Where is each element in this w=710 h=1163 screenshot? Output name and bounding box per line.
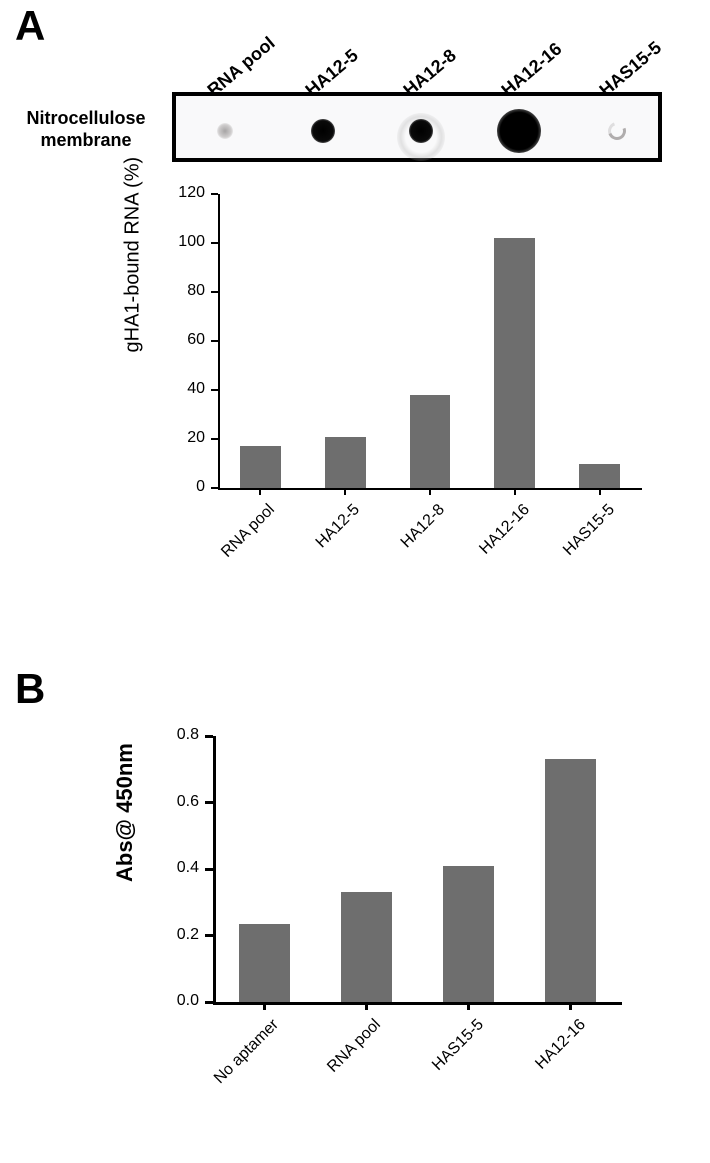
category-label: RNA pool (196, 501, 279, 584)
y-tick-label: 0.2 (155, 926, 199, 944)
y-axis (213, 736, 216, 1002)
y-tick (205, 735, 213, 738)
y-axis-title: Abs@ 450nm (112, 858, 138, 882)
y-tick (211, 389, 218, 391)
blot-dot (217, 123, 233, 139)
y-tick (211, 487, 218, 489)
blot-box (172, 92, 662, 162)
y-tick (211, 438, 218, 440)
bar (239, 924, 290, 1002)
x-tick (514, 488, 516, 495)
y-tick-label: 0.6 (155, 793, 199, 811)
y-tick (211, 242, 218, 244)
x-axis (213, 1002, 622, 1005)
bar (341, 892, 392, 1002)
y-tick (205, 868, 213, 871)
bar (325, 437, 366, 488)
bar (443, 866, 494, 1002)
x-tick (263, 1002, 266, 1010)
category-label: HAS15-5 (404, 1016, 487, 1099)
y-tick-label: 0.8 (155, 726, 199, 744)
y-tick (211, 291, 218, 293)
x-tick (599, 488, 601, 495)
x-tick (259, 488, 261, 495)
category-label: HA12-16 (450, 501, 533, 584)
x-tick (467, 1002, 470, 1010)
category-label: HA12-16 (506, 1016, 589, 1099)
blot-label: RNA pool (204, 33, 280, 101)
x-tick (429, 488, 431, 495)
panel-b-label: B (15, 665, 45, 713)
y-tick (211, 340, 218, 342)
bar (494, 238, 535, 488)
category-label: RNA pool (302, 1016, 385, 1099)
bar (410, 395, 451, 488)
x-tick (365, 1002, 368, 1010)
y-axis (218, 194, 220, 488)
y-tick-label: 100 (161, 233, 205, 251)
category-label: HA12-5 (280, 501, 363, 584)
blot-dot (605, 119, 629, 143)
y-tick-label: 120 (161, 184, 205, 202)
blot-dot (497, 109, 541, 153)
category-label: No aptamer (199, 1016, 282, 1099)
bar (579, 464, 620, 489)
y-tick (205, 801, 213, 804)
category-label: HA12-8 (365, 501, 448, 584)
x-tick (344, 488, 346, 495)
membrane-label: Nitrocellulosemembrane (6, 108, 166, 151)
y-tick (211, 193, 218, 195)
y-tick (205, 934, 213, 937)
chart-a: 020406080100120gHA1-bound RNA (%)RNA poo… (170, 188, 650, 518)
y-tick-label: 0.4 (155, 859, 199, 877)
panel-a-label: A (15, 2, 45, 50)
y-tick-label: 80 (161, 282, 205, 300)
y-tick-label: 60 (161, 331, 205, 349)
y-tick-label: 0 (161, 478, 205, 496)
bar (240, 446, 281, 488)
chart-b: 0.00.20.40.60.8Abs@ 450nmNo aptamerRNA p… (155, 730, 630, 1030)
blot-dot (311, 119, 335, 143)
blot-dot (409, 119, 433, 143)
y-tick-label: 20 (161, 429, 205, 447)
y-tick-label: 0.0 (155, 992, 199, 1010)
category-label: HAS15-5 (535, 501, 618, 584)
y-axis-title: gHA1-bound RNA (%) (122, 329, 145, 353)
x-tick (569, 1002, 572, 1010)
y-tick (205, 1001, 213, 1004)
y-tick-label: 40 (161, 380, 205, 398)
bar (545, 759, 596, 1002)
